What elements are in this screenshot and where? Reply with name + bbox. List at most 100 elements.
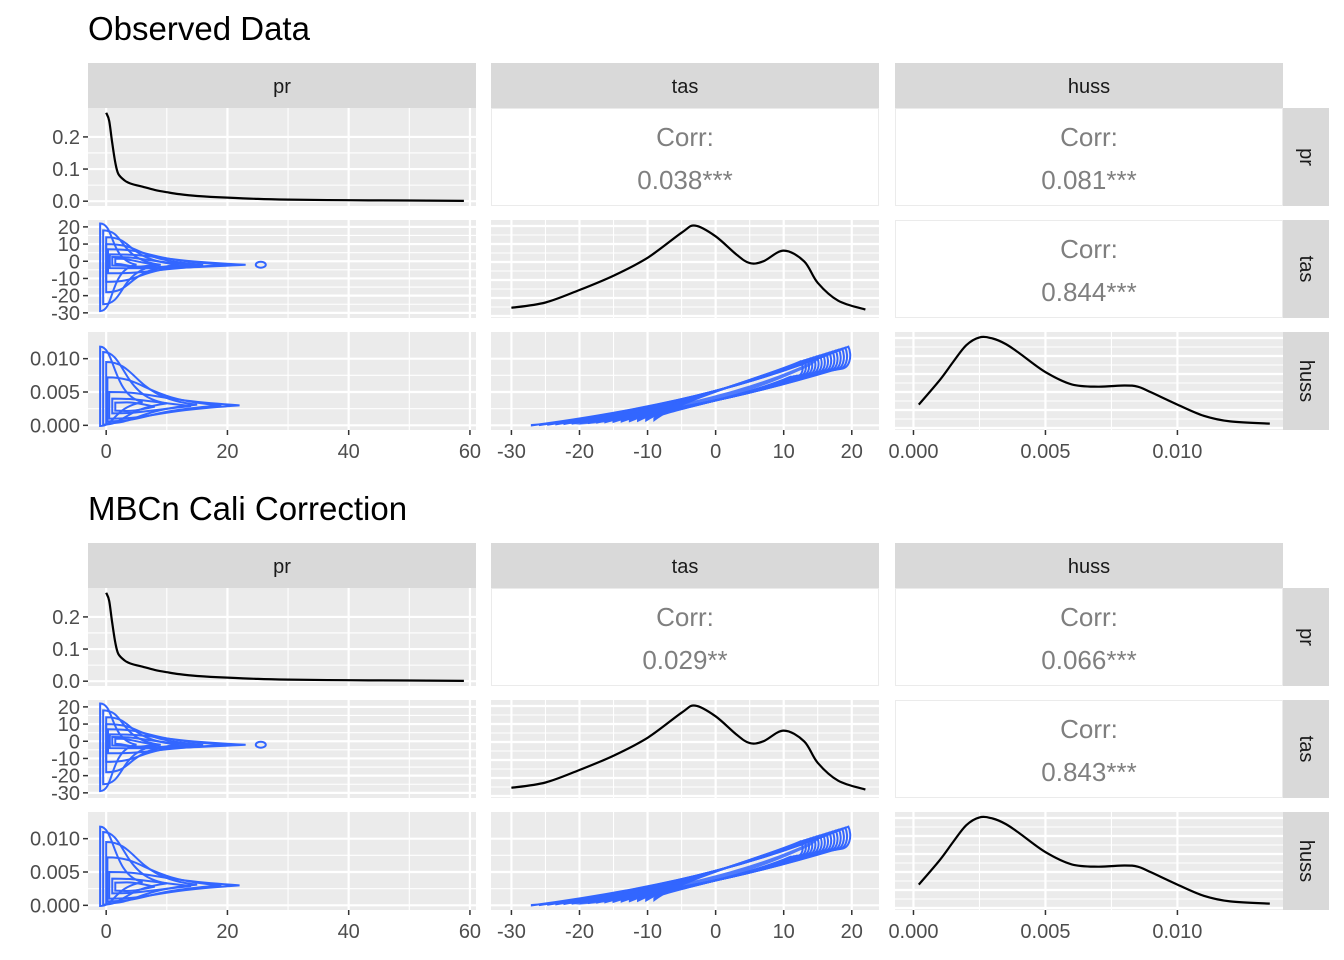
panel-huss-density-background [895,332,1283,430]
strip-right-pr-label: pr [1295,628,1317,646]
strip-top-tas-label: tas [672,76,699,98]
y-tick-label-huss: 0.010 [30,349,80,371]
y-tick-label-tas: -10 [51,748,80,770]
x-tick-label-pr: 40 [338,921,360,943]
y-tick-label-huss: 0.005 [30,382,80,404]
x-tick-label-pr: 60 [459,921,481,943]
x-tick-label-tas: 0 [710,921,721,943]
panel-tas-huss-contour [491,332,879,430]
panel-tas-density [491,700,879,798]
y-tick-label-pr-density: 0.2 [52,607,80,629]
x-tick-label-tas: -10 [633,441,662,463]
y-tick-label-huss: 0.005 [30,862,80,884]
pr-huss-contour-line [108,390,240,420]
panel-tas-huss-contour-background [491,332,879,430]
pr-density-line [105,592,464,682]
strip-top-tas [491,543,879,588]
x-tick-label-tas: 10 [773,441,795,463]
y-tick-label-tas: 10 [58,714,80,736]
pr-tas-contour-line [108,733,246,750]
x-tick-label-tas: -10 [633,921,662,943]
y-tick-label-tas: 10 [58,234,80,256]
x-tick-label-huss: 0.010 [1152,441,1202,463]
huss-density-line [917,815,1270,905]
panel-huss-density-background [895,812,1283,910]
corr-label-huss_pr: Corr: [1060,122,1118,152]
pr-huss-contour-line [111,877,192,895]
y-tick-label-tas: -30 [51,783,80,805]
tas-density-line [511,704,866,791]
y-tick-label-tas: 0 [69,251,80,273]
x-tick-label-pr: 0 [101,921,112,943]
x-tick-label-huss: 0.000 [888,921,938,943]
panel-pr-huss-contour-background [88,812,476,910]
corr-panel-huss_tas [895,700,1283,798]
panel-pr-huss-contour-background [88,332,476,430]
panel-pr-density-background [88,588,476,686]
strip-right-pr [1283,108,1329,206]
strip-right-tas-label: tas [1295,256,1317,283]
pr-tas-contour-line [108,253,246,270]
strip-right-tas [1283,700,1329,798]
panel-tas-huss-contour-background [491,812,879,910]
pr-huss-contour-line [106,856,222,903]
y-tick-label-pr-density: 0.0 [52,191,80,213]
y-tick-label-tas: 20 [58,697,80,719]
pr-tas-contour-line [105,243,204,283]
strip-right-huss-label: huss [1295,360,1317,402]
y-tick-label-tas: -20 [51,286,80,308]
corr-label-huss_pr: Corr: [1060,602,1118,632]
corr-value-tas_pr: 0.038*** [637,165,732,195]
y-tick-label-pr-density: 0.0 [52,671,80,693]
corr-panel-huss_tas [895,220,1283,318]
observed-data-title: Observed Data [88,10,311,47]
x-tick-label-tas: 0 [710,441,721,463]
panel-pr-density [88,108,476,206]
corr-panel-huss_pr [895,588,1283,686]
mbcn-correction-title: MBCn Cali Correction [88,490,407,527]
strip-right-huss [1283,332,1329,430]
panel-pr-huss-contour [88,812,476,910]
strip-top-huss [895,543,1283,588]
pr-tas-contour-line [99,702,137,793]
corr-value-huss_pr: 0.081*** [1041,165,1136,195]
panel-tas-density-background [491,700,879,798]
strip-top-tas [491,63,879,108]
x-tick-label-pr: 60 [459,441,481,463]
strip-top-tas-label: tas [672,556,699,578]
strip-top-pr [88,63,476,108]
y-tick-label-tas: -20 [51,766,80,788]
x-tick-label-huss: 0.000 [888,441,938,463]
strip-top-huss-label: huss [1068,556,1110,578]
strip-top-pr [88,543,476,588]
x-tick-label-huss: 0.005 [1020,441,1070,463]
pr-huss-contour-line [114,401,155,412]
pr-huss-contour-line [106,376,222,423]
pr-density-line [105,112,464,202]
pr-huss-contour-line [114,881,155,892]
panel-pr-huss-contour [88,332,476,430]
corr-value-huss_tas: 0.843*** [1041,757,1136,787]
corr-label-huss_tas: Corr: [1060,714,1118,744]
y-tick-label-pr-density: 0.1 [52,159,80,181]
y-tick-label-huss: 0.010 [30,829,80,851]
corr-panel-tas_pr [491,588,879,686]
corr-label-huss_tas: Corr: [1060,234,1118,264]
panel-tas-density-background [491,220,879,318]
strip-right-pr-label: pr [1295,148,1317,166]
pr-huss-contour-line [111,397,192,415]
x-tick-label-tas: -30 [497,441,526,463]
pr-tas-contour-ring [254,740,267,749]
x-tick-label-pr: 20 [216,441,238,463]
strip-right-tas-label: tas [1295,736,1317,763]
panel-huss-density [895,812,1283,910]
pr-tas-contour-line [99,222,137,313]
pr-huss-contour-line [108,870,240,900]
y-tick-label-pr-density: 0.2 [52,127,80,149]
y-tick-label-tas: 20 [58,217,80,239]
corr-label-tas_pr: Corr: [656,122,714,152]
strip-right-tas [1283,220,1329,318]
corr-value-huss_pr: 0.066*** [1041,645,1136,675]
x-tick-label-pr: 40 [338,441,360,463]
